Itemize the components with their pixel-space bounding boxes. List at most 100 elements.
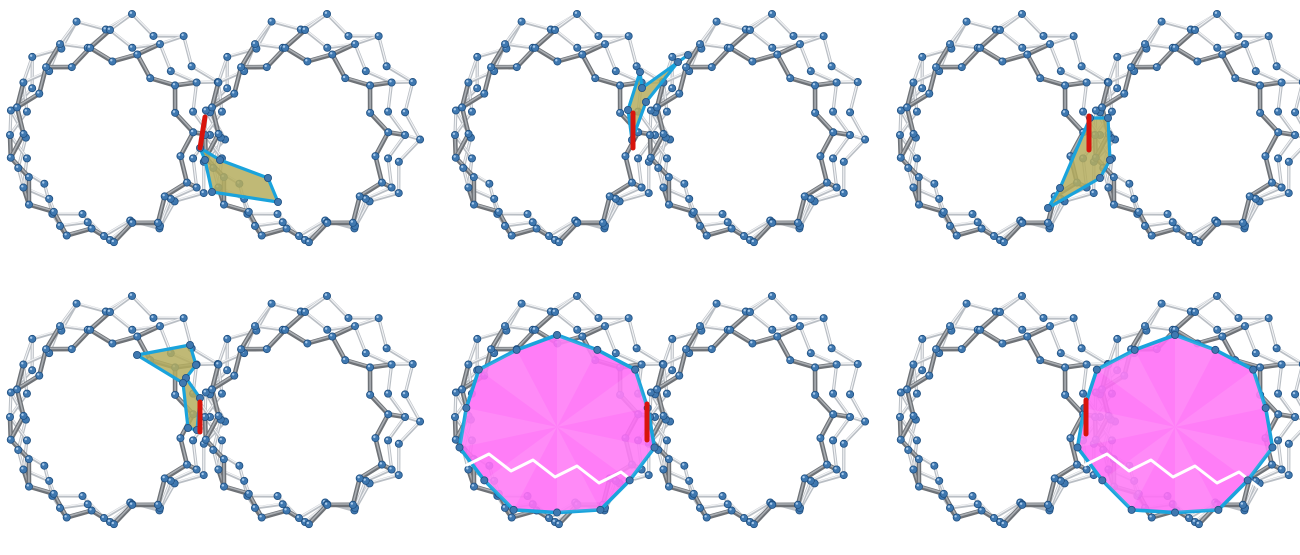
atom-shine bbox=[1253, 68, 1256, 72]
middle-ring-bond-highlight bbox=[1277, 392, 1296, 417]
atom bbox=[853, 78, 862, 87]
atom bbox=[87, 224, 96, 233]
atom bbox=[680, 461, 689, 470]
atom bbox=[1261, 152, 1270, 161]
back-ring-bond-highlight bbox=[1259, 473, 1290, 484]
atom bbox=[1072, 460, 1081, 469]
atom bbox=[896, 130, 904, 139]
back-ring-bond bbox=[269, 19, 303, 32]
atom bbox=[377, 178, 386, 187]
atom-shine bbox=[466, 185, 469, 188]
middle-ring-bond bbox=[1059, 351, 1089, 367]
atom-shine bbox=[747, 237, 751, 240]
front-ring-bond-highlight bbox=[344, 358, 371, 368]
atom-shine bbox=[947, 323, 951, 327]
atom-shine bbox=[669, 367, 673, 371]
atom-shine bbox=[574, 293, 578, 296]
front-ring-bond-highlight bbox=[28, 202, 55, 212]
back-ring-bond-highlight bbox=[326, 294, 350, 318]
atom bbox=[896, 153, 905, 162]
atom-shine bbox=[181, 33, 184, 37]
atom-shine bbox=[1000, 341, 1003, 344]
atom bbox=[999, 520, 1008, 529]
atom-shine bbox=[916, 456, 919, 460]
atom-shine bbox=[1080, 391, 1084, 394]
atom bbox=[1290, 130, 1299, 139]
back-ring-bond-highlight bbox=[174, 191, 205, 202]
atom bbox=[487, 345, 496, 354]
cage-facet bbox=[557, 427, 655, 481]
atom-shine bbox=[466, 362, 469, 365]
atom-shine bbox=[1214, 45, 1218, 48]
middle-ring-bond-highlight bbox=[1049, 479, 1062, 508]
atom-shine bbox=[1236, 33, 1239, 36]
back-ring-bond bbox=[269, 301, 303, 314]
middle-ring-bond-highlight bbox=[949, 42, 979, 48]
atom-shine bbox=[646, 472, 649, 476]
atom-shine bbox=[1079, 63, 1082, 67]
middle-ring-bond bbox=[948, 502, 980, 510]
atom bbox=[128, 291, 137, 300]
middle-ring-bond-highlight bbox=[799, 479, 812, 508]
atom-shine bbox=[203, 108, 207, 111]
atom bbox=[846, 108, 855, 117]
atom-shine bbox=[1071, 315, 1074, 319]
back-ring-bond-highlight bbox=[1276, 64, 1300, 81]
atom-shine bbox=[202, 414, 206, 417]
atom-shine bbox=[1142, 223, 1146, 226]
atom-shine bbox=[1275, 155, 1279, 159]
atom-shine bbox=[275, 211, 278, 215]
atom-shine bbox=[639, 185, 642, 188]
atom bbox=[382, 62, 391, 71]
atom bbox=[644, 471, 653, 480]
middle-ring-bond-highlight bbox=[365, 186, 393, 199]
atom-shine bbox=[747, 27, 751, 30]
atom-shine bbox=[453, 437, 456, 440]
front-ring-bond-highlight bbox=[89, 46, 114, 62]
atom-shine bbox=[155, 502, 159, 505]
atom-shine bbox=[324, 293, 328, 296]
link-bond-highlight bbox=[999, 294, 1023, 312]
atom-shine bbox=[26, 174, 29, 178]
cage-atom bbox=[650, 443, 659, 452]
atom-shine bbox=[841, 472, 844, 476]
atom-shine bbox=[342, 357, 346, 361]
atom bbox=[707, 63, 716, 72]
middle-ring-bond-highlight bbox=[159, 197, 172, 226]
atom bbox=[182, 460, 191, 469]
atom bbox=[1238, 500, 1247, 509]
atom bbox=[507, 513, 516, 522]
back-ring-bond bbox=[964, 301, 998, 314]
ring-atom bbox=[207, 187, 216, 196]
atom-shine bbox=[1192, 237, 1196, 240]
middle-ring-bond bbox=[364, 351, 394, 367]
atom bbox=[1163, 210, 1172, 219]
atom-shine bbox=[453, 390, 457, 393]
atom-shine bbox=[919, 85, 923, 89]
atom-shine bbox=[269, 301, 272, 304]
atom bbox=[664, 482, 673, 491]
atom bbox=[303, 339, 312, 348]
atom bbox=[371, 434, 380, 443]
back-ring-bond-highlight bbox=[1294, 392, 1300, 404]
atom bbox=[1213, 291, 1222, 300]
middle-ring-bond-highlight bbox=[832, 363, 838, 394]
atom bbox=[171, 108, 180, 117]
atom-shine bbox=[74, 301, 77, 304]
atom bbox=[1277, 78, 1286, 87]
back-ring-bond bbox=[74, 19, 108, 32]
atom-shine bbox=[509, 515, 512, 518]
atom-shine bbox=[774, 334, 778, 337]
back-ring-bond-highlight bbox=[1081, 64, 1109, 82]
atom bbox=[914, 482, 923, 491]
middle-ring-bond bbox=[253, 324, 285, 332]
atom bbox=[374, 32, 383, 41]
atom-shine bbox=[602, 323, 606, 327]
atom bbox=[1113, 84, 1122, 93]
middle-ring-bond bbox=[58, 502, 90, 510]
atom-shine bbox=[802, 193, 805, 197]
atom-shine bbox=[841, 441, 844, 444]
atom-shine bbox=[1188, 309, 1191, 312]
atom-shine bbox=[246, 491, 249, 494]
atom-shine bbox=[646, 190, 649, 194]
